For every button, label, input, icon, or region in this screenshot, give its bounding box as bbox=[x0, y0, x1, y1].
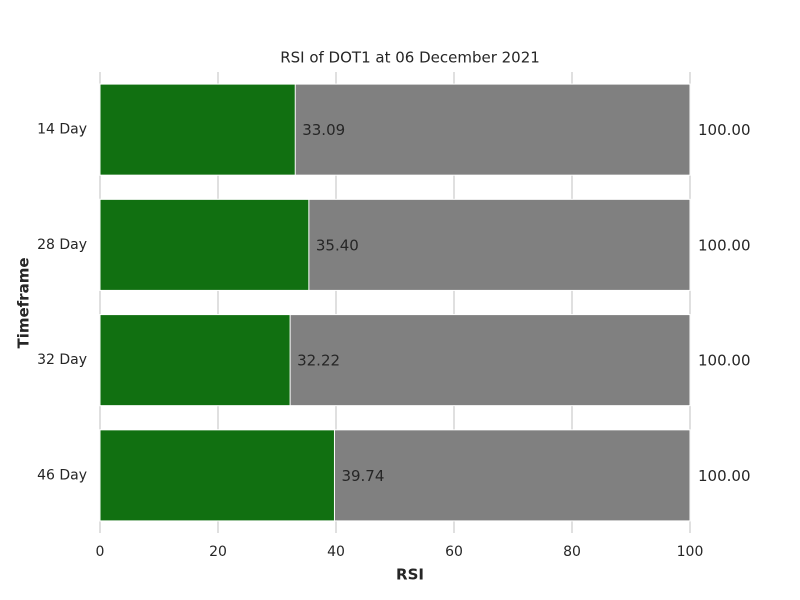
bar bbox=[99, 314, 291, 407]
x-tick-label: 0 bbox=[96, 544, 105, 560]
x-tick-label: 60 bbox=[445, 544, 463, 560]
y-tick-label: 28 Day bbox=[37, 237, 87, 253]
x-tick-label: 20 bbox=[209, 544, 227, 560]
x-tick-label: 80 bbox=[563, 544, 581, 560]
y-tick-label: 14 Day bbox=[37, 122, 87, 138]
y-tick-label: 46 Day bbox=[37, 467, 87, 483]
data-label: 100.00 bbox=[698, 352, 751, 370]
bar bbox=[99, 429, 335, 522]
data-label: 35.40 bbox=[316, 236, 359, 254]
y-tick-label: 32 Day bbox=[37, 352, 87, 368]
x-tick-label: 40 bbox=[327, 544, 345, 560]
data-label: 100.00 bbox=[698, 236, 751, 254]
y-axis-label: Timeframe bbox=[15, 257, 33, 348]
data-label: 33.09 bbox=[302, 121, 345, 139]
chart-title: RSI of DOT1 at 06 December 2021 bbox=[280, 49, 540, 67]
x-axis-label: RSI bbox=[396, 566, 424, 584]
bar bbox=[99, 198, 310, 291]
data-label: 32.22 bbox=[297, 352, 340, 370]
bar bbox=[99, 83, 296, 176]
data-label: 100.00 bbox=[698, 467, 751, 485]
data-label: 39.74 bbox=[341, 467, 384, 485]
x-tick-label: 100 bbox=[677, 544, 704, 560]
data-label: 100.00 bbox=[698, 121, 751, 139]
